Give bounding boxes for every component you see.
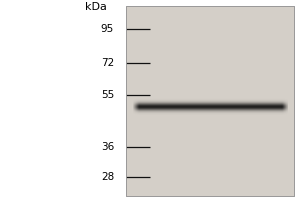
Bar bbox=[126, 6, 294, 196]
Text: 28: 28 bbox=[101, 172, 114, 182]
Text: 55: 55 bbox=[101, 90, 114, 100]
Text: 36: 36 bbox=[101, 142, 114, 152]
Text: 72: 72 bbox=[101, 58, 114, 68]
Bar bbox=[126, 6, 294, 196]
Text: 95: 95 bbox=[101, 24, 114, 34]
Text: kDa: kDa bbox=[85, 2, 107, 12]
